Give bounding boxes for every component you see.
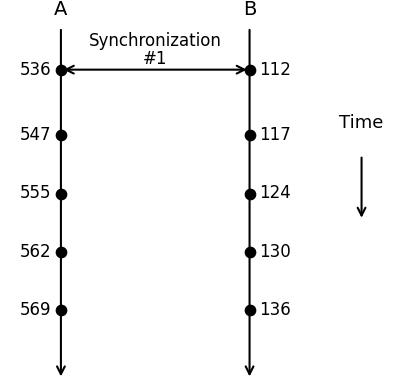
- Text: A: A: [54, 0, 68, 19]
- Text: 536: 536: [20, 61, 51, 79]
- Text: 562: 562: [20, 243, 51, 260]
- Point: [246, 132, 253, 139]
- Text: Time: Time: [340, 113, 384, 132]
- Text: 130: 130: [259, 243, 291, 260]
- Text: 112: 112: [259, 61, 291, 79]
- Point: [58, 190, 64, 197]
- Text: 569: 569: [20, 301, 51, 319]
- Point: [246, 67, 253, 73]
- Text: B: B: [243, 0, 256, 19]
- Point: [246, 190, 253, 197]
- Point: [246, 307, 253, 313]
- Text: 547: 547: [20, 127, 51, 144]
- Point: [246, 248, 253, 255]
- Text: Synchronization: Synchronization: [89, 32, 222, 50]
- Text: 124: 124: [259, 185, 291, 202]
- Point: [58, 67, 64, 73]
- Text: 117: 117: [259, 127, 291, 144]
- Text: #1: #1: [143, 50, 167, 68]
- Point: [58, 248, 64, 255]
- Point: [58, 307, 64, 313]
- Text: 136: 136: [259, 301, 291, 319]
- Text: 555: 555: [20, 185, 51, 202]
- Point: [58, 132, 64, 139]
